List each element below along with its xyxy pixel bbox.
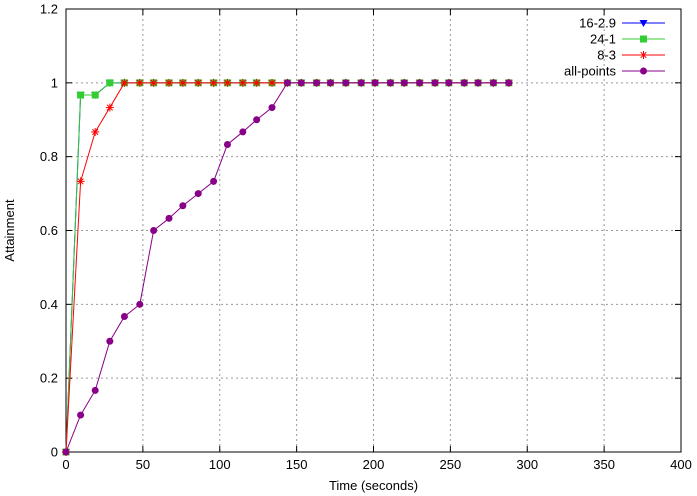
asterisk-marker xyxy=(135,78,144,87)
circle-marker xyxy=(91,386,99,394)
series-all-points xyxy=(62,79,513,456)
circle-marker xyxy=(342,79,350,87)
circle-marker xyxy=(460,79,468,87)
legend-label: 24-1 xyxy=(590,32,616,47)
series-24-1 xyxy=(62,79,513,456)
asterisk-marker xyxy=(252,78,261,87)
x-tick-label: 400 xyxy=(670,457,692,472)
y-tick-label: 0 xyxy=(51,445,58,460)
y-tick-label: 1.2 xyxy=(40,2,58,17)
circle-marker xyxy=(106,337,114,345)
series-line xyxy=(65,82,509,453)
circle-marker xyxy=(416,79,424,87)
y-tick-label: 0.6 xyxy=(40,223,58,238)
asterisk-marker xyxy=(639,51,648,59)
circle-marker xyxy=(77,411,85,419)
circle-marker xyxy=(640,67,647,75)
legend-label: 16-2.9 xyxy=(579,16,616,31)
circle-marker xyxy=(326,79,334,87)
x-tick-label: 100 xyxy=(209,457,231,472)
asterisk-marker xyxy=(268,78,277,87)
legend-label: 8-3 xyxy=(597,48,616,63)
x-tick-label: 200 xyxy=(363,457,385,472)
circle-marker xyxy=(150,227,158,234)
y-tick-label: 0.4 xyxy=(40,297,58,312)
circle-marker xyxy=(371,79,379,87)
asterisk-marker xyxy=(165,78,174,87)
asterisk-marker xyxy=(120,78,129,87)
circle-marker xyxy=(386,79,394,87)
asterisk-marker xyxy=(194,78,203,87)
square-marker xyxy=(77,91,85,99)
series-8-3 xyxy=(62,78,513,456)
legend-label: all-points xyxy=(564,64,617,79)
asterisk-marker xyxy=(149,78,158,87)
legend-item: all-points xyxy=(564,64,665,79)
triangle-marker xyxy=(639,20,648,27)
x-tick-label: 50 xyxy=(136,457,150,472)
x-axis-label: Time (seconds) xyxy=(329,478,418,493)
grid xyxy=(66,9,681,452)
y-axis-label: Attainment xyxy=(2,199,17,262)
circle-marker xyxy=(283,79,291,87)
legend-item: 16-2.9 xyxy=(579,16,665,31)
circle-marker xyxy=(445,79,453,87)
x-tick-label: 300 xyxy=(516,457,538,472)
x-tick-label: 0 xyxy=(62,457,69,472)
series-line xyxy=(65,82,509,453)
series-line xyxy=(65,82,509,453)
circle-marker xyxy=(62,448,70,456)
x-tick-label: 250 xyxy=(440,457,462,472)
asterisk-marker xyxy=(76,177,85,186)
circle-marker xyxy=(120,313,128,321)
asterisk-marker xyxy=(238,78,247,87)
circle-marker xyxy=(268,104,276,112)
circle-marker xyxy=(431,79,439,87)
asterisk-marker xyxy=(178,78,187,87)
series-16-2.9 xyxy=(62,79,513,456)
y-tick-label: 0.8 xyxy=(40,149,58,164)
circle-marker xyxy=(357,79,365,87)
circle-marker xyxy=(165,214,173,222)
square-marker xyxy=(106,79,114,87)
circle-marker xyxy=(400,79,408,87)
legend-item: 24-1 xyxy=(590,32,665,47)
square-marker xyxy=(91,91,99,99)
x-tick-label: 350 xyxy=(593,457,615,472)
legend-item: 8-3 xyxy=(597,48,665,63)
series-group xyxy=(62,78,513,456)
axis-ticks: 0 50 100 150 200 250 300 350 400 0 0.2 0.4 0.6 0.8 1 1.… xyxy=(40,2,692,473)
circle-marker xyxy=(474,79,482,87)
circle-marker xyxy=(253,116,261,124)
circle-marker xyxy=(297,79,305,87)
circle-marker xyxy=(223,140,231,148)
circle-marker xyxy=(136,300,144,308)
asterisk-marker xyxy=(91,127,100,136)
x-tick-label: 150 xyxy=(286,457,308,472)
circle-marker xyxy=(505,79,513,87)
circle-marker xyxy=(489,79,497,87)
circle-marker xyxy=(210,177,218,185)
square-marker xyxy=(640,35,647,43)
circle-marker xyxy=(179,202,187,210)
asterisk-marker xyxy=(209,78,218,87)
series-line xyxy=(65,82,509,453)
asterisk-marker xyxy=(223,78,232,87)
circle-marker xyxy=(239,128,247,136)
y-tick-label: 1 xyxy=(51,75,58,90)
y-tick-label: 0.2 xyxy=(40,371,58,386)
circle-marker xyxy=(313,79,321,87)
circle-marker xyxy=(194,190,202,198)
asterisk-marker xyxy=(105,103,114,112)
